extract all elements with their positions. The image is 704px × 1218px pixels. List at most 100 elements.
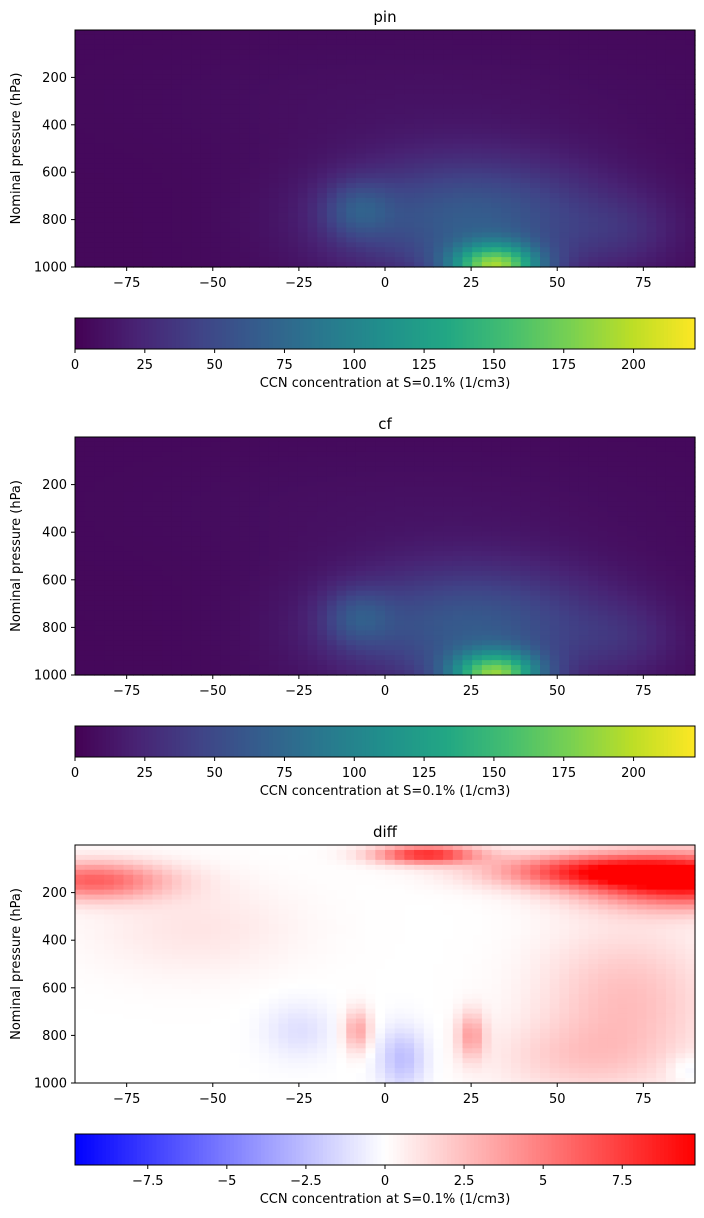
heatmap-cell xyxy=(326,466,338,473)
heatmap-cell xyxy=(491,491,502,498)
heatmap-cell xyxy=(259,178,270,184)
heatmap-cell xyxy=(675,232,686,238)
heatmap-cell xyxy=(142,178,154,184)
heatmap-cell xyxy=(220,118,231,125)
heatmap-cell xyxy=(220,99,231,105)
heatmap-cell xyxy=(123,476,134,483)
heatmap-cell xyxy=(220,173,231,179)
heatmap-cell xyxy=(181,202,192,209)
heatmap-cell xyxy=(307,232,318,238)
heatmap-cell xyxy=(510,123,522,130)
heatmap-cell xyxy=(569,237,580,243)
heatmap-cell xyxy=(394,461,405,468)
heatmap-cell xyxy=(607,451,619,458)
heatmap-cell xyxy=(549,471,560,478)
heatmap-cell xyxy=(133,437,144,443)
heatmap-cell xyxy=(317,531,328,537)
heatmap-cell xyxy=(326,501,338,508)
heatmap-cell xyxy=(346,49,357,56)
heatmap-cell xyxy=(268,84,280,90)
heatmap-cell xyxy=(510,521,522,527)
heatmap-cell xyxy=(636,456,648,463)
heatmap-cell xyxy=(656,237,667,243)
heatmap-cell xyxy=(685,466,696,473)
heatmap-cell xyxy=(559,437,570,443)
heatmap-cell xyxy=(191,446,202,453)
heatmap-cell xyxy=(394,516,405,522)
heatmap-cell xyxy=(365,486,376,493)
heatmap-cell xyxy=(607,148,619,155)
heatmap-cell xyxy=(588,546,599,552)
heatmap-cell xyxy=(123,526,134,532)
heatmap-cell xyxy=(249,173,260,179)
heatmap-cell xyxy=(346,466,357,473)
heatmap-cell xyxy=(549,212,560,219)
heatmap-cell xyxy=(162,252,173,258)
heatmap-cell xyxy=(307,242,318,248)
heatmap-cell xyxy=(433,551,444,557)
heatmap-cell xyxy=(355,143,367,150)
heatmap-cell xyxy=(656,44,667,51)
heatmap-cell xyxy=(113,44,125,51)
heatmap-cell xyxy=(540,168,551,174)
heatmap-cell xyxy=(123,118,134,125)
heatmap-cell xyxy=(297,173,309,179)
heatmap-cell xyxy=(307,565,318,572)
heatmap-cell xyxy=(636,501,648,508)
heatmap-cell xyxy=(297,217,309,224)
heatmap-cell xyxy=(181,501,192,508)
heatmap-cell xyxy=(433,521,444,527)
heatmap-cell xyxy=(685,197,696,204)
heatmap-cell xyxy=(665,54,677,61)
y-tick-label: 200 xyxy=(42,71,67,86)
heatmap-cell xyxy=(104,242,115,248)
heatmap-cell xyxy=(617,521,628,527)
heatmap-cell xyxy=(259,456,270,463)
heatmap-cell xyxy=(317,104,328,110)
colorbar-segment xyxy=(388,318,394,349)
heatmap-cell xyxy=(104,456,115,463)
heatmap-cell xyxy=(123,501,134,508)
heatmap-cell xyxy=(259,217,270,224)
heatmap-cell xyxy=(181,192,192,199)
heatmap-cell xyxy=(133,516,144,522)
heatmap-cell xyxy=(152,565,163,572)
heatmap-cell xyxy=(259,113,270,120)
heatmap-cell xyxy=(162,54,173,61)
heatmap-cell xyxy=(414,531,425,537)
heatmap-cell xyxy=(191,34,202,41)
heatmap-cell xyxy=(249,501,260,508)
heatmap-cell xyxy=(355,496,367,503)
heatmap-cell xyxy=(317,461,328,468)
heatmap-cell xyxy=(336,34,347,41)
heatmap-cell xyxy=(365,541,376,547)
heatmap-cell xyxy=(685,158,696,164)
heatmap-cell xyxy=(549,109,560,115)
heatmap-cell xyxy=(414,262,425,268)
heatmap-cell xyxy=(627,232,638,238)
heatmap-cell xyxy=(326,59,338,66)
heatmap-cell xyxy=(607,496,619,503)
colorbar-segment xyxy=(202,318,208,349)
heatmap-cell xyxy=(142,556,154,562)
heatmap-cell xyxy=(617,486,628,493)
heatmap-cell xyxy=(104,128,115,135)
heatmap-cell xyxy=(133,173,144,179)
heatmap-cell xyxy=(152,49,163,56)
heatmap-cell xyxy=(404,192,415,199)
heatmap-cell xyxy=(443,109,454,115)
heatmap-cell xyxy=(249,217,260,224)
heatmap-cell xyxy=(540,133,551,140)
colorbar-segment xyxy=(261,318,266,349)
heatmap-cell xyxy=(656,242,667,248)
heatmap-cell xyxy=(394,257,405,263)
heatmap-cell xyxy=(685,461,696,468)
heatmap-cell xyxy=(462,104,473,110)
heatmap-cell xyxy=(249,143,260,150)
heatmap-cell xyxy=(569,104,580,110)
heatmap-cell xyxy=(636,173,648,179)
colorbar-segment xyxy=(396,318,402,349)
heatmap-cell xyxy=(326,178,338,184)
heatmap-cell xyxy=(142,30,154,36)
heatmap-cell xyxy=(152,222,163,229)
